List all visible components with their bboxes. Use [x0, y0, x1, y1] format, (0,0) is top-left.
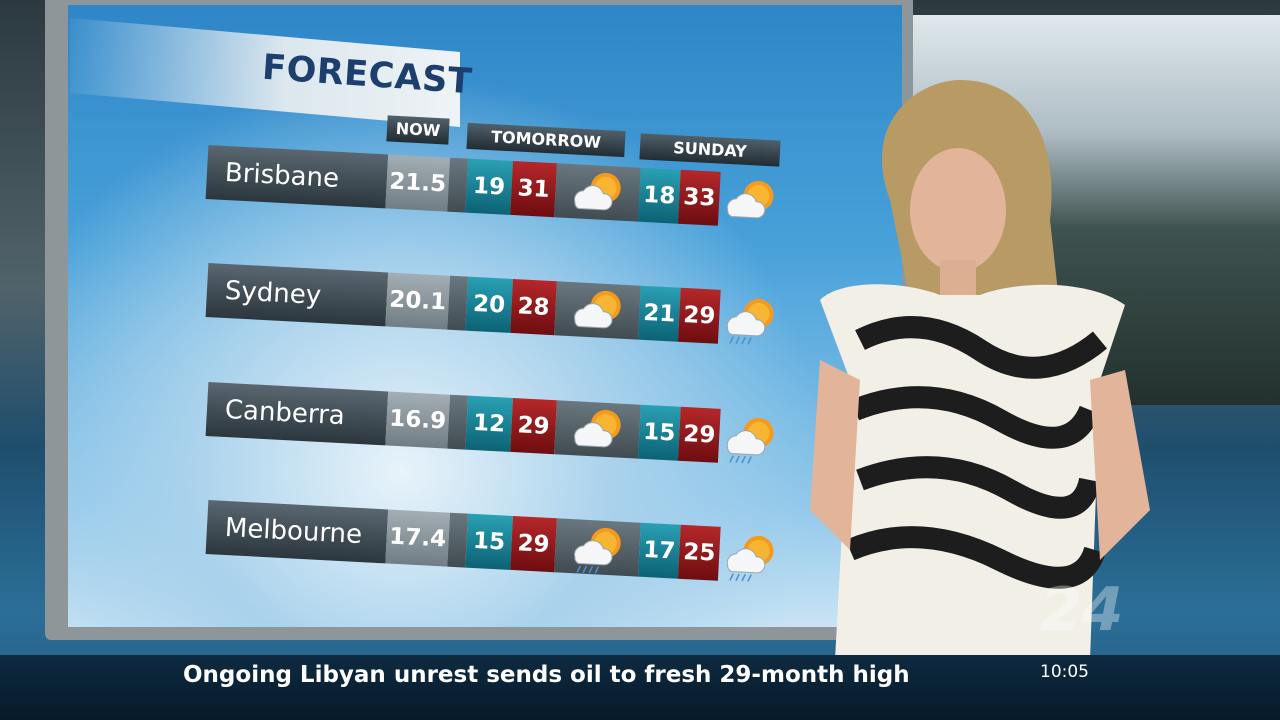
city-name: Canberra [205, 382, 389, 446]
min-temp: 17 [637, 522, 681, 579]
max-temp: 29 [510, 397, 557, 455]
weather-icon [726, 535, 774, 582]
current-temp: 17.4 [385, 509, 451, 567]
city-name: Sydney [205, 263, 389, 327]
icon-cell [554, 281, 641, 340]
current-temp: 21.5 [385, 154, 451, 212]
weather-icon [574, 172, 621, 211]
min-temp: 15 [465, 513, 513, 570]
weather-icon [574, 290, 621, 329]
forecast-row: Canberra 16.9 12 29 15 29 [205, 382, 783, 466]
max-temp: 33 [677, 169, 721, 226]
icon-cell [554, 400, 641, 459]
ticker-headline: Ongoing Libyan unrest sends oil to fresh… [183, 662, 910, 688]
column-header: TOMORROW [466, 122, 626, 158]
current-temp: 20.1 [385, 272, 451, 330]
max-temp: 25 [677, 524, 721, 581]
min-temp: 18 [637, 167, 681, 224]
weather-icon [574, 409, 621, 448]
city-name: Melbourne [205, 500, 389, 564]
icon-cell [718, 409, 783, 466]
forecast-row: Brisbane 21.5 19 31 18 33 [205, 145, 783, 229]
icon-cell [554, 518, 641, 577]
ticker-clock: 10:05 [1040, 662, 1089, 682]
icon-cell [718, 527, 783, 584]
weather-icon [574, 527, 621, 574]
min-temp: 20 [465, 276, 513, 333]
max-temp: 31 [510, 160, 557, 218]
max-temp: 28 [510, 278, 557, 336]
weather-icon [726, 298, 774, 345]
min-temp: 19 [465, 158, 513, 215]
current-temp: 16.9 [385, 391, 451, 449]
channel-logo: 24 [1040, 575, 1124, 645]
city-name: Brisbane [205, 145, 389, 209]
weather-icon [726, 417, 774, 464]
icon-cell [554, 163, 641, 222]
min-temp: 21 [637, 285, 681, 342]
forecast-row: Melbourne 17.4 15 29 17 25 [205, 500, 783, 584]
icon-cell [718, 172, 783, 229]
max-temp: 29 [510, 515, 557, 573]
column-header: NOW [386, 115, 450, 145]
weather-icon [726, 180, 774, 219]
column-header: SUNDAY [639, 133, 781, 167]
max-temp: 29 [677, 287, 721, 344]
icon-cell [718, 290, 783, 347]
min-temp: 15 [637, 404, 681, 461]
max-temp: 29 [677, 406, 721, 463]
presenter [810, 80, 1150, 660]
forecast-row: Sydney 20.1 20 28 21 29 [205, 263, 783, 347]
min-temp: 12 [465, 395, 513, 452]
news-ticker [0, 655, 1280, 720]
